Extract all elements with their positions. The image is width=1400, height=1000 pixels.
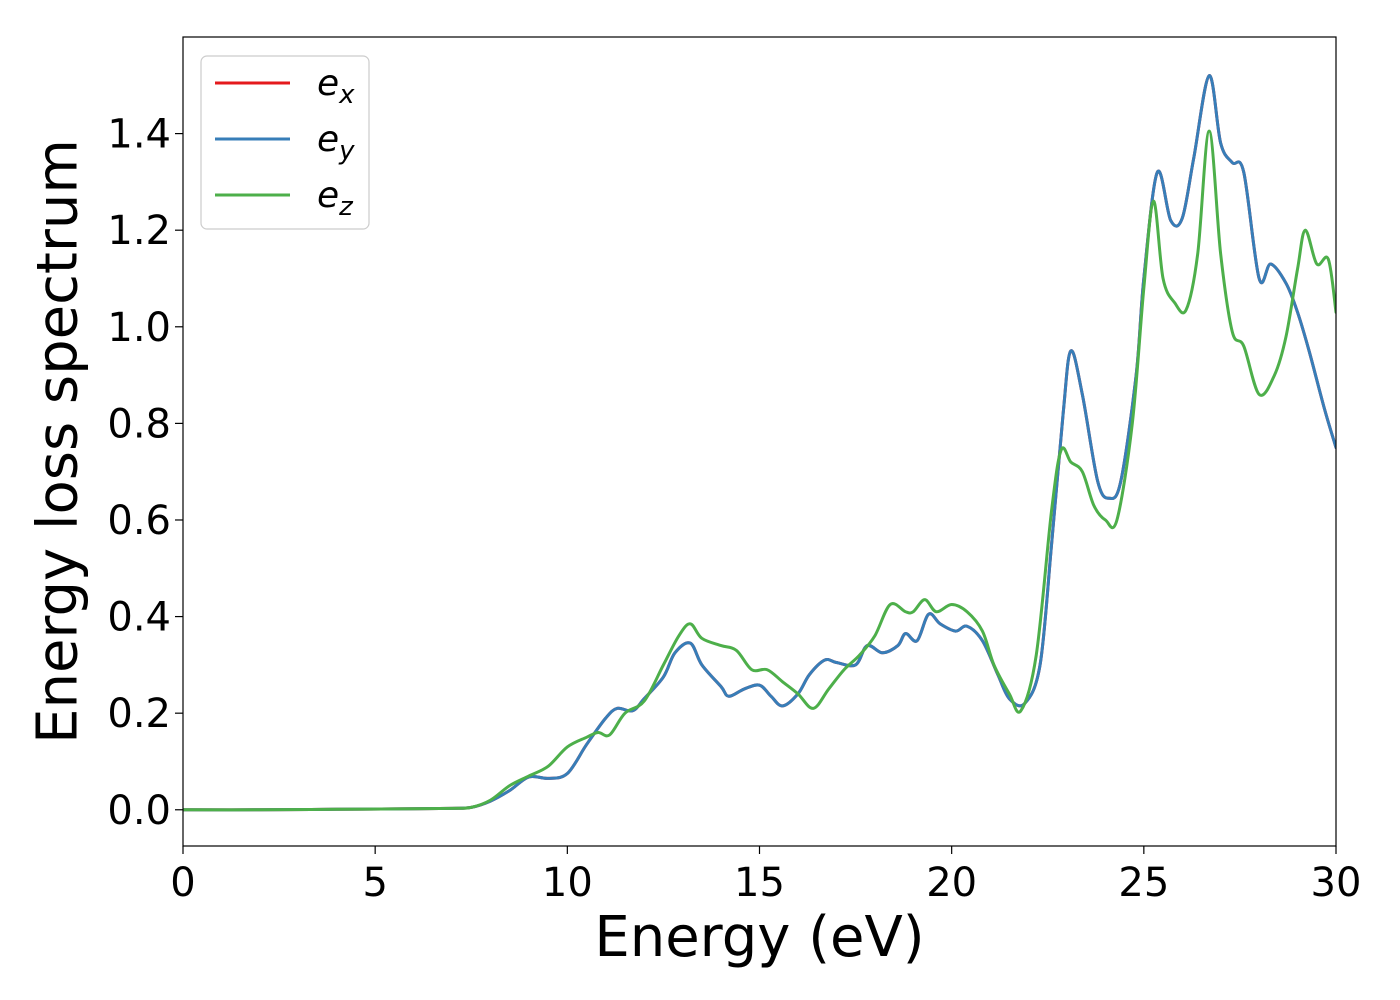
y-tick-label: 0.2 bbox=[107, 691, 171, 737]
y-axis: 0.0 0.2 0.4 0.6 0.8 1.0 1.2 1.4 bbox=[107, 112, 183, 834]
series-line-e-y bbox=[183, 74, 1336, 812]
series-layer bbox=[183, 74, 1336, 812]
x-tick-label: 30 bbox=[1311, 860, 1362, 906]
legend-box bbox=[200, 55, 370, 230]
y-tick-label: 0.8 bbox=[107, 401, 171, 447]
x-tick-label: 25 bbox=[1118, 860, 1169, 906]
x-tick-label: 20 bbox=[926, 860, 977, 906]
y-tick-label: 0.4 bbox=[107, 595, 171, 641]
y-tick-label: 0.6 bbox=[107, 498, 171, 544]
y-axis-label: Energy loss spectrum bbox=[26, 139, 91, 744]
x-tick-label: 0 bbox=[170, 860, 195, 906]
series-line-e-z bbox=[183, 129, 1336, 812]
y-tick-label: 0.0 bbox=[107, 788, 171, 834]
x-axis-label: Energy (eV) bbox=[594, 905, 924, 970]
x-tick-label: 10 bbox=[542, 860, 593, 906]
x-tick-label: 15 bbox=[734, 860, 785, 906]
x-tick-label: 5 bbox=[362, 860, 387, 906]
x-axis: 0 5 10 15 20 25 30 bbox=[170, 846, 1361, 906]
y-tick-label: 1.4 bbox=[107, 112, 171, 158]
y-tick-label: 1.0 bbox=[107, 305, 171, 351]
y-tick-label: 1.2 bbox=[107, 208, 171, 254]
